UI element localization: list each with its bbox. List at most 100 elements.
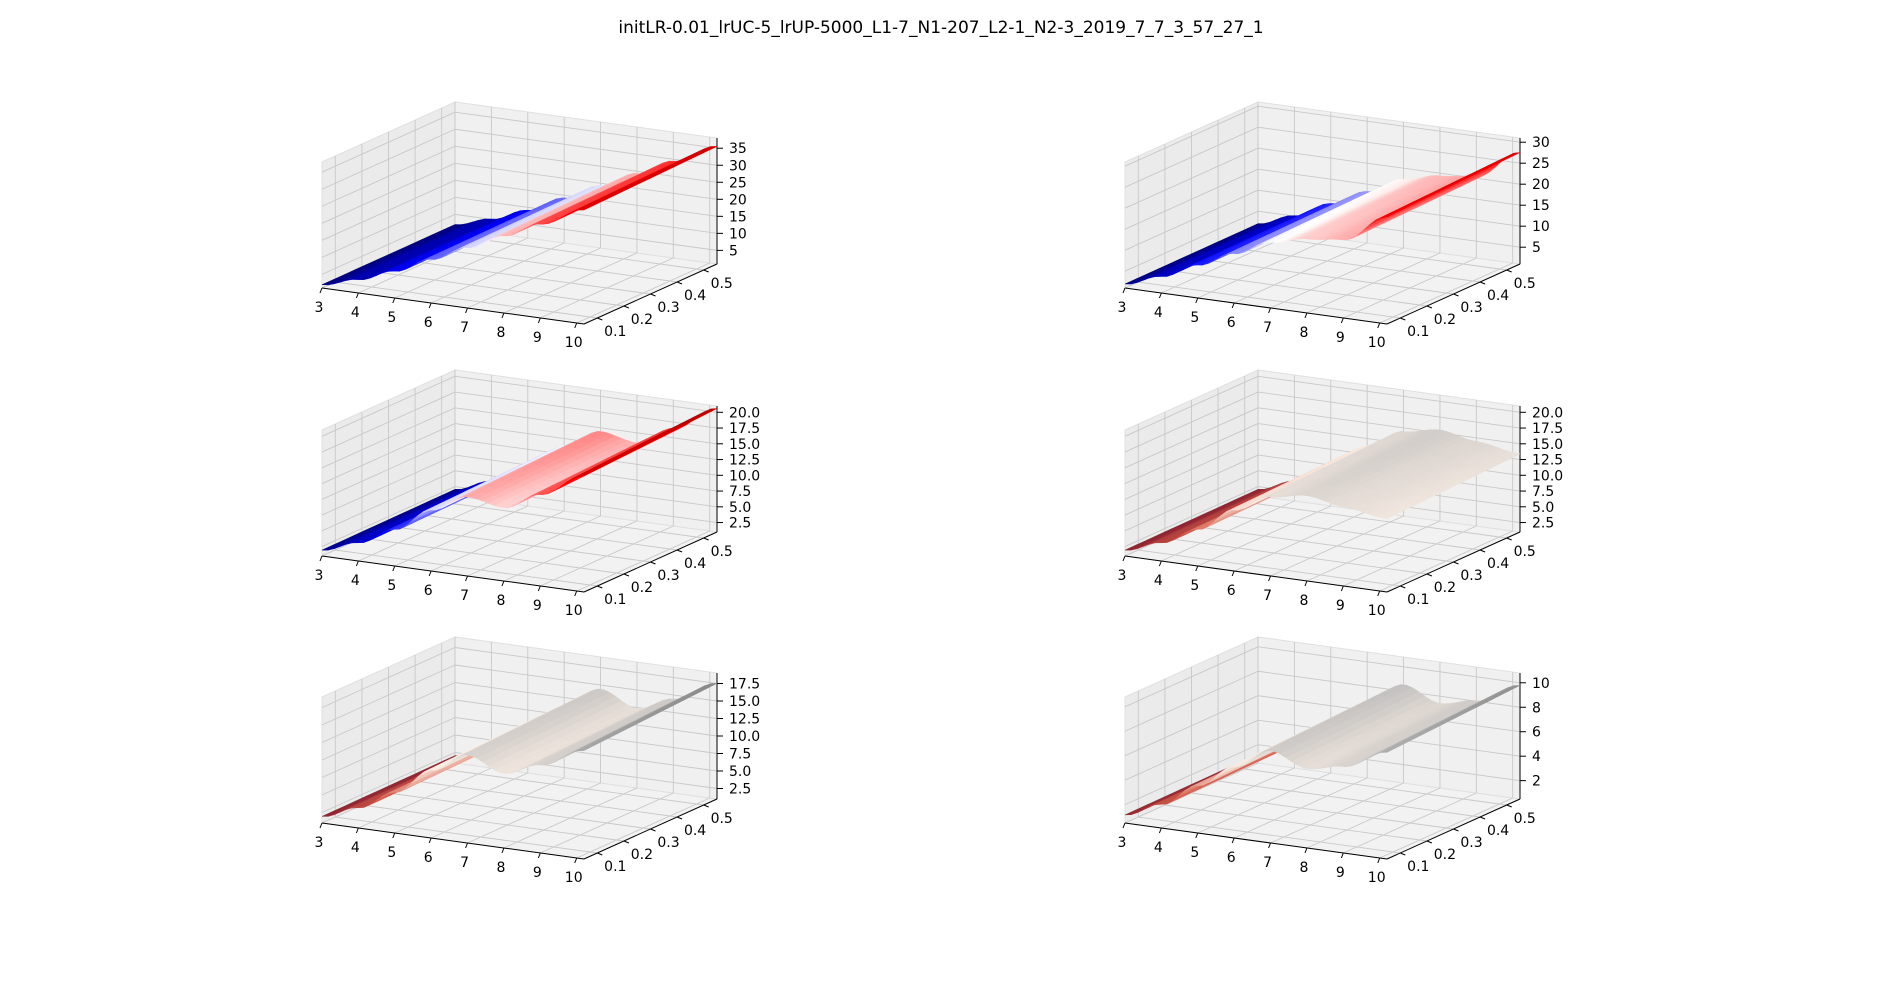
x-tick-mark (537, 585, 541, 592)
surface-patch (1380, 746, 1399, 753)
x-tick-label: 6 (424, 850, 433, 866)
y-tick-mark (1426, 573, 1433, 577)
x-tick-label: 6 (1227, 583, 1236, 599)
y-tick-mark (676, 816, 683, 820)
x-tick-mark (355, 292, 359, 299)
y-tick-label: 0.1 (1407, 592, 1429, 608)
grid-line-y (1138, 816, 1401, 854)
y-tick-label: 0.1 (1407, 859, 1429, 875)
grid-line-z (321, 717, 456, 778)
x-tick-mark (428, 570, 432, 577)
y-tick-label: 0.5 (1514, 276, 1536, 292)
z-tick-label: 2.5 (729, 516, 751, 532)
x-tick-mark (1122, 287, 1126, 294)
grid-line-z (1124, 470, 1259, 532)
x-tick-label: 4 (1154, 573, 1163, 589)
y-tick-mark (1400, 852, 1406, 856)
z-tick-label: 15.0 (729, 437, 760, 453)
y-tick-label: 0.2 (1434, 580, 1456, 596)
y-tick-mark (650, 828, 656, 832)
grid-line-z (1124, 375, 1259, 437)
grid-line-y (441, 501, 704, 539)
y-tick-label: 0.1 (1407, 324, 1429, 340)
x-tick-label: 4 (351, 840, 360, 856)
grid-line-z (454, 664, 718, 702)
x-tick-mark (1158, 292, 1162, 299)
z-tick-label: 10.0 (729, 729, 760, 745)
x-tick-label: 10 (565, 335, 583, 351)
x-tick-mark (1377, 590, 1381, 597)
grid-line-z (454, 375, 718, 413)
grid-line-z (1257, 407, 1521, 445)
surface-mesh (1124, 684, 1521, 816)
x-tick-label: 3 (1118, 300, 1127, 316)
x-tick-label: 5 (1190, 310, 1199, 326)
z-tick-label: 7.5 (729, 747, 751, 763)
x-tick-label: 8 (496, 860, 505, 876)
grid-line-y (361, 537, 624, 575)
x-tick-mark (319, 822, 323, 829)
x-tick-mark (465, 307, 469, 314)
grid-line-y (441, 768, 704, 806)
grid-line-z (1124, 407, 1259, 469)
grid-line-z (321, 486, 456, 547)
x-tick-mark (1304, 847, 1308, 854)
y-tick-label: 0.5 (711, 544, 733, 560)
grid-line-z (321, 145, 456, 207)
grid-line-z (1124, 695, 1259, 757)
x-tick-mark (1377, 322, 1381, 329)
x-tick-mark (392, 832, 396, 839)
z-tick-label: 4 (1532, 749, 1541, 765)
grid-line-y (1218, 513, 1481, 551)
x-tick-mark (428, 837, 432, 844)
grid-line-z (321, 734, 456, 796)
x-tick-label: 8 (1299, 325, 1308, 341)
y-tick-label: 0.1 (604, 859, 626, 875)
grid-line-z (454, 145, 718, 183)
grid-line-z (454, 407, 718, 445)
y-tick-label: 0.4 (1487, 823, 1509, 839)
x-tick-mark (1304, 580, 1308, 587)
grid-line-z (1257, 105, 1521, 143)
grid-line-z (321, 470, 456, 532)
x-tick-label: 10 (1368, 335, 1386, 351)
z-tick-label: 10 (1532, 219, 1550, 235)
grid-line-y (1218, 245, 1481, 283)
grid-line-y (1191, 257, 1454, 295)
grid-line-y (388, 257, 651, 295)
grid-line-z (1124, 670, 1259, 732)
x-tick-label: 3 (1118, 835, 1127, 851)
surface-patch (1380, 211, 1399, 218)
grid-line-z (321, 423, 456, 484)
x-tick-label: 3 (1118, 568, 1127, 584)
y-tick-label: 0.1 (604, 324, 626, 340)
grid-line-z (1257, 646, 1521, 684)
x-tick-mark (1195, 832, 1199, 839)
z-tick-label: 15.0 (1532, 437, 1563, 453)
grid-line-y (388, 525, 651, 563)
grid-line-y (335, 281, 598, 319)
x-tick-label: 3 (315, 835, 324, 851)
x-tick-label: 8 (1299, 593, 1308, 609)
grid-line-z (454, 128, 718, 166)
x-tick-label: 7 (1263, 320, 1272, 336)
z-tick-label: 15 (729, 209, 747, 225)
x-tick-mark (355, 827, 359, 834)
grid-line-z (1124, 719, 1259, 781)
x-tick-label: 9 (1336, 865, 1345, 881)
x-axis-line (1124, 287, 1388, 325)
z-tick-label: 5.0 (729, 764, 751, 780)
grid-line-z (321, 375, 456, 437)
z-tick-label: 8 (1532, 700, 1541, 716)
x-tick-mark (537, 852, 541, 859)
grid-line-y (1218, 780, 1481, 818)
y-tick-label: 0.3 (1460, 300, 1482, 316)
y-tick-label: 0.2 (631, 847, 653, 863)
y-tick-label: 0.1 (604, 592, 626, 608)
grid-line-z (454, 111, 718, 149)
z-tick-label: 30 (729, 158, 747, 174)
surface-plot-row2-left: 3 4 5 6 7 8 9 10 0.1 0.20.3 0.4 0.5 2.55.07.510.012.… (315, 369, 760, 619)
x-tick-mark (1195, 297, 1199, 304)
